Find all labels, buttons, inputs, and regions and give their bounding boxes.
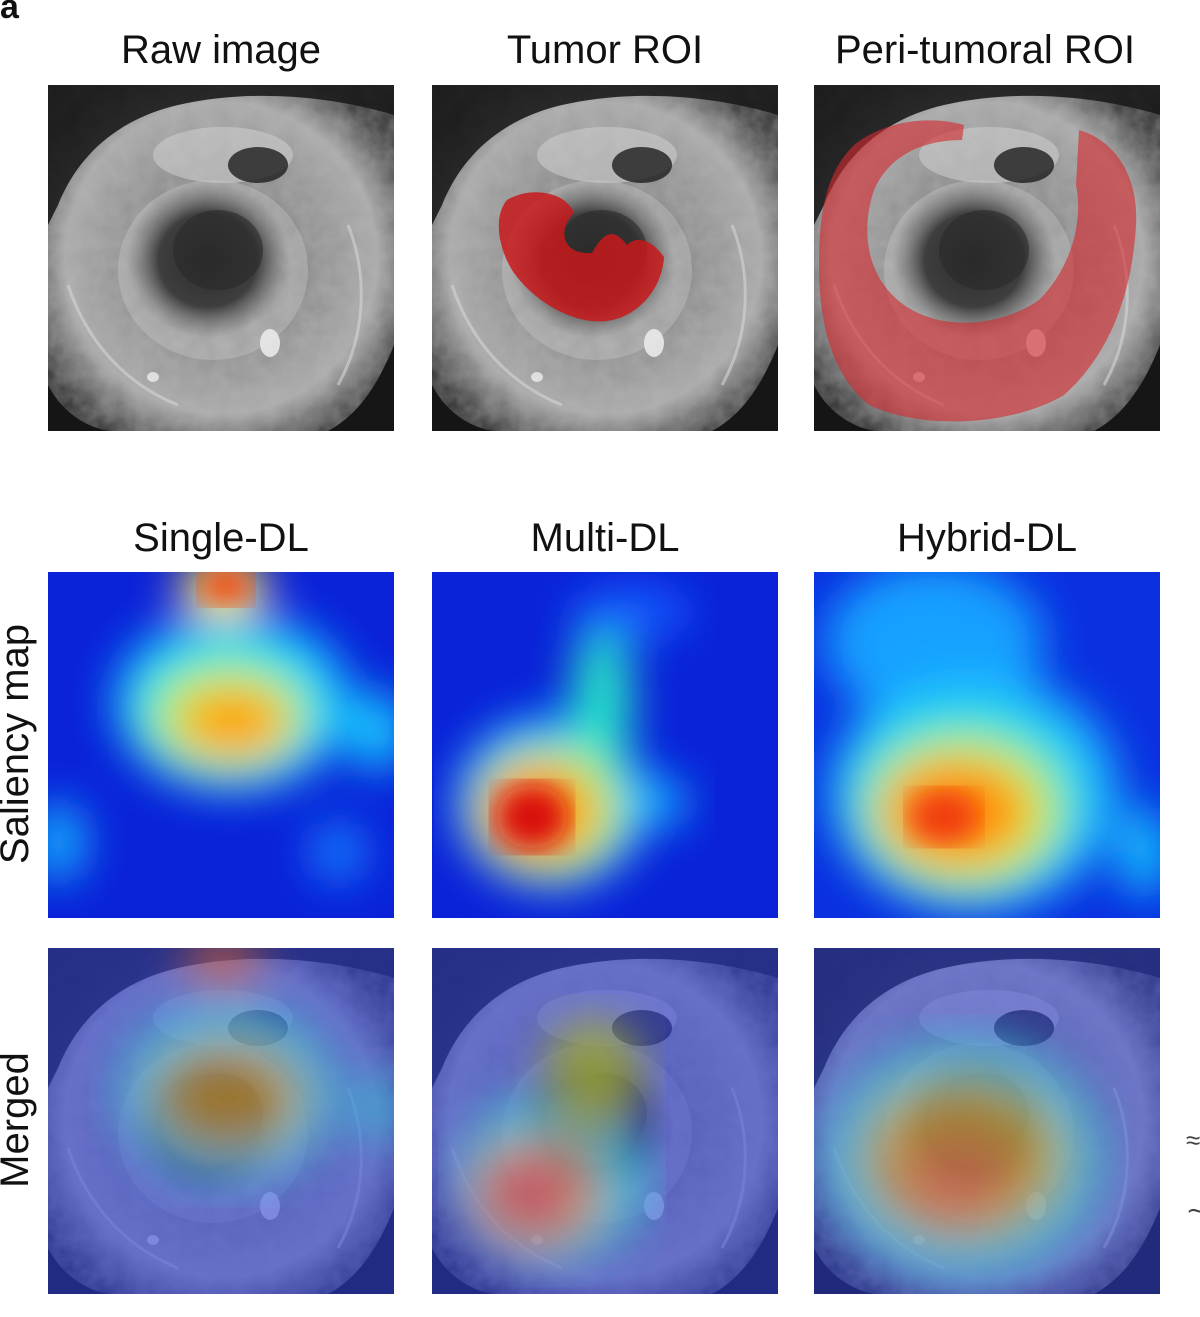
edge-mark-upper: ≈ <box>1186 1125 1200 1155</box>
row-label-saliency-map: Saliency map <box>0 623 37 865</box>
peri-tumoral-roi-overlay <box>819 120 1137 422</box>
column-title-tumor-roi: Tumor ROI <box>506 28 704 72</box>
column-title-multi-dl: Multi-DL <box>530 516 680 560</box>
merged-multi-dl <box>432 948 778 1294</box>
merged-single-dl <box>48 948 394 1294</box>
tumor-roi-tile <box>432 85 778 431</box>
row-label-merged: Merged <box>0 1052 37 1188</box>
saliency-map-single-dl <box>48 572 394 918</box>
panel-letter: a <box>0 0 19 26</box>
column-title-hybrid-dl: Hybrid-DL <box>896 516 1078 560</box>
column-title-peri-tumoral-roi: Peri-tumoral ROI <box>834 28 1136 72</box>
tumor-roi-overlay <box>498 192 664 322</box>
saliency-map-hybrid-dl <box>814 572 1160 918</box>
peri-tumoral-roi-tile <box>814 85 1160 431</box>
raw-image-tile <box>48 85 394 431</box>
column-title-raw-image: Raw image <box>120 28 322 72</box>
column-title-single-dl: Single-DL <box>133 516 309 560</box>
saliency-map-multi-dl <box>432 572 778 918</box>
merged-hybrid-dl <box>814 948 1160 1294</box>
edge-mark-lower: ∼ <box>1186 1195 1200 1225</box>
